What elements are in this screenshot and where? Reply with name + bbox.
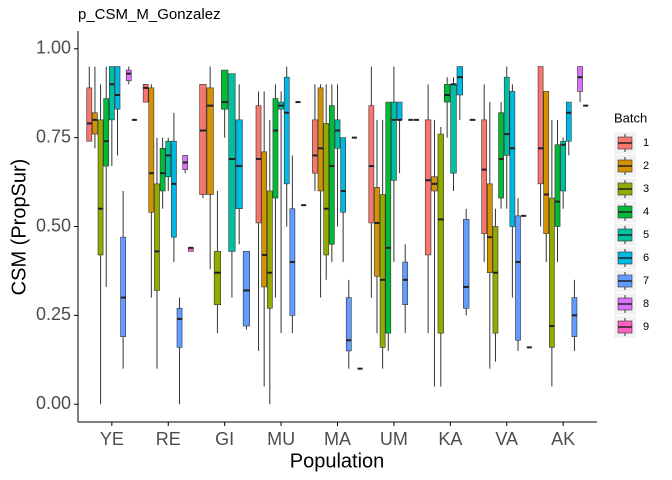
- box: [463, 219, 470, 309]
- legend-label: 1: [643, 137, 649, 149]
- box: [515, 215, 521, 341]
- x-tick-label: MU: [267, 429, 295, 449]
- box: [374, 187, 380, 277]
- box: [283, 76, 290, 185]
- box: [560, 140, 566, 192]
- box: [345, 297, 352, 352]
- y-tick-label: 1.00: [36, 38, 71, 58]
- box: [340, 137, 346, 213]
- box: [171, 140, 177, 238]
- x-tick-label: KA: [438, 429, 462, 449]
- box: [176, 307, 183, 348]
- box: [368, 105, 375, 224]
- box: [120, 236, 126, 337]
- y-tick-label: 0.25: [36, 304, 71, 324]
- chart-title: p_CSM_M_Gonzalez: [78, 6, 221, 23]
- box: [92, 112, 98, 135]
- box: [154, 183, 160, 291]
- box: [206, 87, 214, 195]
- box: [456, 66, 464, 96]
- box: [317, 87, 324, 192]
- box: [228, 73, 236, 252]
- box: [312, 119, 318, 174]
- box: [272, 98, 279, 199]
- box: [486, 183, 493, 274]
- box: [396, 101, 403, 121]
- legend-label: 3: [643, 183, 649, 195]
- box: [103, 98, 110, 167]
- box: [114, 66, 121, 110]
- box: [213, 251, 221, 306]
- box: [142, 84, 149, 103]
- box: [159, 148, 166, 192]
- y-tick-label: 0.50: [36, 215, 71, 235]
- box: [543, 91, 550, 234]
- box: [554, 144, 561, 227]
- box: [443, 84, 451, 103]
- legend-label: 5: [643, 229, 649, 241]
- box: [86, 87, 93, 142]
- box: [437, 133, 444, 334]
- box: [424, 119, 432, 256]
- box: [565, 101, 572, 142]
- box: [537, 66, 544, 185]
- box: [379, 194, 386, 348]
- y-axis-title: CSM (PropSur): [8, 159, 30, 296]
- box: [402, 261, 409, 305]
- box: [334, 119, 341, 149]
- legend-title: Batch: [614, 110, 647, 125]
- box: [261, 151, 268, 288]
- box: [266, 190, 273, 309]
- box: [255, 105, 262, 224]
- y-tick-label: 0.00: [36, 393, 71, 413]
- x-tick-label: GI: [215, 429, 234, 449]
- box: [329, 105, 335, 245]
- box: [125, 69, 132, 82]
- legend-label: 9: [643, 321, 649, 333]
- box: [165, 140, 172, 178]
- box: [481, 119, 488, 234]
- box: [549, 197, 555, 348]
- box: [148, 87, 155, 213]
- box: [109, 66, 115, 121]
- box: [199, 84, 207, 195]
- x-tick-label: MA: [324, 429, 351, 449]
- box: [242, 251, 250, 327]
- box: [503, 76, 510, 156]
- legend-label: 6: [643, 252, 649, 264]
- legend-label: 4: [643, 206, 649, 218]
- legend-label: 8: [643, 298, 649, 310]
- x-tick-label: UM: [380, 429, 408, 449]
- box: [221, 69, 229, 110]
- x-axis-title: Population: [290, 450, 385, 472]
- box: [492, 226, 499, 334]
- box: [577, 66, 583, 92]
- box: [391, 101, 397, 181]
- box: [509, 91, 516, 227]
- x-tick-label: VA: [495, 429, 518, 449]
- box: [385, 101, 392, 334]
- box: [235, 119, 243, 210]
- y-tick-label: 0.75: [36, 126, 71, 146]
- x-tick-label: AK: [551, 429, 575, 449]
- legend-label: 2: [643, 160, 649, 172]
- box: [97, 119, 104, 256]
- box: [450, 84, 457, 174]
- x-tick-label: RE: [156, 429, 181, 449]
- box: [323, 123, 330, 256]
- box: [571, 297, 578, 337]
- legend-label: 7: [643, 275, 649, 287]
- box: [498, 112, 504, 199]
- x-tick-label: YE: [100, 429, 124, 449]
